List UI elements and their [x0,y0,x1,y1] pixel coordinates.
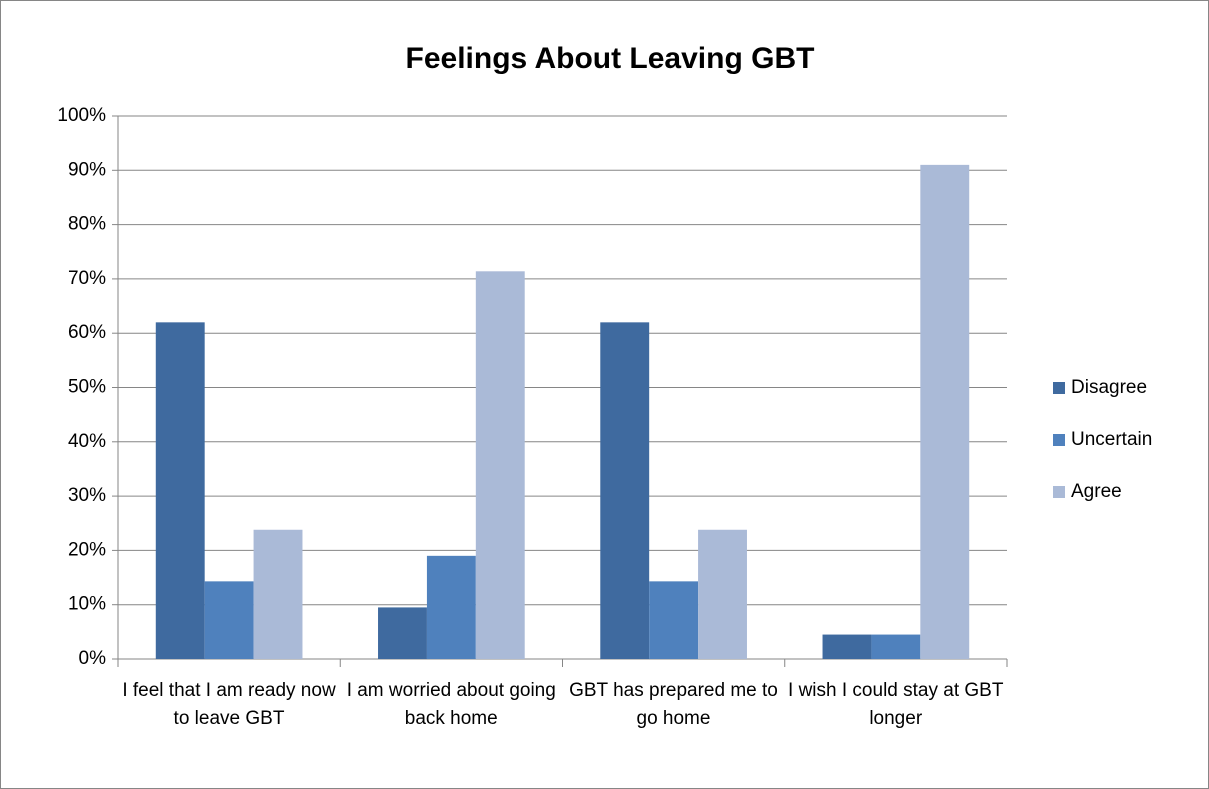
bar [253,529,303,659]
legend-label: Uncertain [1071,429,1152,450]
y-tick-label: 30% [68,485,106,506]
y-tick-label: 20% [68,539,106,560]
bar [698,529,747,659]
legend-label: Agree [1071,481,1122,502]
bar [600,322,650,659]
legend-swatch [1053,486,1065,498]
x-tick-label: I am worried about going back home [346,680,556,729]
x-tick-label: I wish I could stay at GBT longer [788,680,1004,729]
bar [822,634,872,659]
y-tick-label: 0% [79,648,107,669]
bar [475,271,525,659]
bar [155,322,205,659]
bar [378,607,427,659]
chart-title: Feelings About Leaving GBT [406,42,815,75]
bar [204,581,254,659]
bar [871,634,921,659]
legend-label: Disagree [1071,377,1147,398]
y-tick-label: 70% [68,268,106,289]
legend-swatch [1053,434,1065,446]
x-tick-label: GBT has prepared me to go home [569,680,778,729]
y-tick-label: 80% [68,214,106,235]
bar [649,581,699,659]
y-tick-label: 50% [68,377,106,398]
y-tick-label: 60% [68,322,106,343]
y-tick-label: 40% [68,431,106,452]
bar [920,164,970,659]
legend-swatch [1053,382,1065,394]
x-tick-label: I feel that I am ready now to leave GBT [122,680,336,729]
y-tick-label: 90% [68,159,106,180]
y-tick-label: 10% [68,594,106,615]
y-tick-label: 100% [57,105,106,126]
bar [426,555,476,659]
